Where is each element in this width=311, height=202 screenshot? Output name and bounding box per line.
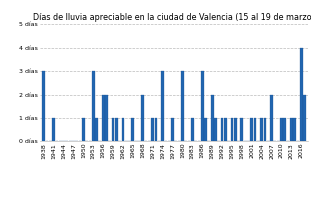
Bar: [181, 71, 184, 141]
Bar: [92, 71, 95, 141]
Bar: [95, 118, 98, 141]
Bar: [122, 118, 124, 141]
Bar: [230, 118, 233, 141]
Bar: [201, 71, 204, 141]
Bar: [270, 95, 273, 141]
Bar: [234, 118, 237, 141]
Bar: [220, 118, 223, 141]
Bar: [211, 95, 214, 141]
Bar: [204, 118, 207, 141]
Bar: [151, 118, 154, 141]
Bar: [293, 118, 296, 141]
Bar: [171, 118, 174, 141]
Bar: [280, 118, 283, 141]
Bar: [115, 118, 118, 141]
Bar: [102, 95, 104, 141]
Bar: [214, 118, 217, 141]
Bar: [260, 118, 263, 141]
Bar: [161, 71, 164, 141]
Bar: [82, 118, 85, 141]
Bar: [254, 118, 257, 141]
Bar: [250, 118, 253, 141]
Bar: [191, 118, 194, 141]
Bar: [42, 71, 45, 141]
Bar: [283, 118, 286, 141]
Bar: [155, 118, 157, 141]
Bar: [300, 48, 303, 141]
Bar: [263, 118, 266, 141]
Bar: [240, 118, 243, 141]
Bar: [142, 95, 144, 141]
Title: Días de lluvia apreciable en la ciudad de Valencia (15 al 19 de marzo): Días de lluvia apreciable en la ciudad d…: [33, 13, 311, 22]
Bar: [105, 95, 108, 141]
Bar: [52, 118, 55, 141]
Bar: [224, 118, 227, 141]
Bar: [303, 95, 306, 141]
Bar: [132, 118, 134, 141]
Bar: [290, 118, 293, 141]
Bar: [112, 118, 114, 141]
